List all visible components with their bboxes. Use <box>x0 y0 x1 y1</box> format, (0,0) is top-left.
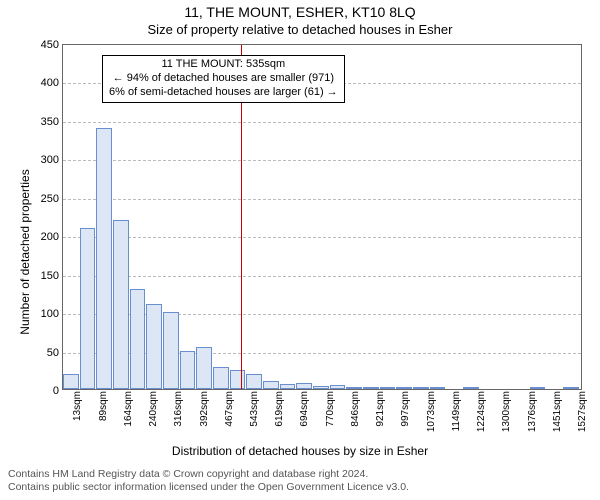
y-tick-label: 50 <box>23 347 63 359</box>
x-tick-label: 316sqm <box>173 391 184 451</box>
plot-area: 05010015020025030035040045013sqm89sqm164… <box>62 44 582 390</box>
x-tick-label: 240sqm <box>148 391 159 451</box>
histogram-bar <box>130 289 146 389</box>
y-tick-label: 0 <box>23 385 63 397</box>
chart-footer: Contains HM Land Registry data © Crown c… <box>8 468 592 493</box>
y-tick-label: 250 <box>23 193 63 205</box>
histogram-bar <box>213 367 229 389</box>
y-tick-label: 350 <box>23 116 63 128</box>
x-tick-label: 1149sqm <box>451 391 462 451</box>
histogram-bar <box>413 387 429 389</box>
x-tick-label: 392sqm <box>199 391 210 451</box>
histogram-bar <box>180 351 196 389</box>
y-tick-label: 400 <box>23 77 63 89</box>
histogram-bar <box>113 220 129 389</box>
histogram-bar <box>246 374 262 389</box>
histogram-bar <box>163 312 179 389</box>
annotation-box: 11 THE MOUNT: 535sqm← 94% of detached ho… <box>102 55 345 102</box>
annotation-line-3: 6% of semi-detached houses are larger (6… <box>109 86 338 100</box>
histogram-bar <box>146 304 162 389</box>
gridline <box>63 237 581 238</box>
histogram-bar <box>380 387 396 389</box>
x-tick-label: 543sqm <box>249 391 260 451</box>
chart-title: 11, THE MOUNT, ESHER, KT10 8LQ <box>0 4 600 20</box>
annotation-line-1: 11 THE MOUNT: 535sqm <box>109 58 338 72</box>
histogram-bar <box>63 374 79 389</box>
x-tick-label: 13sqm <box>72 391 83 451</box>
x-tick-label: 1300sqm <box>501 391 512 451</box>
histogram-bar <box>330 385 346 389</box>
x-tick-label: 1451sqm <box>552 391 563 451</box>
histogram-bar <box>430 387 446 389</box>
footer-line-2: Contains public sector information licen… <box>8 481 592 494</box>
histogram-bar <box>463 387 479 389</box>
histogram-chart: 11, THE MOUNT, ESHER, KT10 8LQ Size of p… <box>0 0 600 500</box>
chart-subtitle: Size of property relative to detached ho… <box>0 22 600 37</box>
histogram-bar <box>263 381 279 389</box>
y-tick-label: 450 <box>23 39 63 51</box>
gridline <box>63 122 581 123</box>
y-tick-label: 150 <box>23 270 63 282</box>
histogram-bar <box>80 228 96 389</box>
histogram-bar <box>346 387 362 389</box>
histogram-bar <box>280 384 296 389</box>
gridline <box>63 199 581 200</box>
y-tick-label: 300 <box>23 154 63 166</box>
x-tick-label: 1073sqm <box>426 391 437 451</box>
x-tick-label: 1224sqm <box>476 391 487 451</box>
gridline <box>63 160 581 161</box>
histogram-bar <box>396 387 412 389</box>
x-tick-label: 164sqm <box>123 391 134 451</box>
x-tick-label: 89sqm <box>98 391 109 451</box>
x-tick-label: 1527sqm <box>577 391 588 451</box>
x-tick-label: 694sqm <box>299 391 310 451</box>
histogram-bar <box>563 387 579 389</box>
x-tick-label: 619sqm <box>274 391 285 451</box>
histogram-bar <box>296 383 312 389</box>
y-tick-label: 200 <box>23 231 63 243</box>
footer-line-1: Contains HM Land Registry data © Crown c… <box>8 468 592 481</box>
histogram-bar <box>230 370 246 389</box>
histogram-bar <box>96 128 112 389</box>
x-tick-label: 921sqm <box>375 391 386 451</box>
histogram-bar <box>313 386 329 389</box>
x-tick-label: 467sqm <box>224 391 235 451</box>
gridline <box>63 276 581 277</box>
annotation-line-2: ← 94% of detached houses are smaller (97… <box>109 72 338 86</box>
histogram-bar <box>196 347 212 389</box>
histogram-bar <box>363 387 379 389</box>
x-tick-label: 846sqm <box>350 391 361 451</box>
x-tick-label: 997sqm <box>400 391 411 451</box>
histogram-bar <box>530 387 546 389</box>
x-tick-label: 1376sqm <box>527 391 538 451</box>
y-axis-label: Number of detached properties <box>18 132 32 372</box>
y-tick-label: 100 <box>23 308 63 320</box>
x-tick-label: 770sqm <box>325 391 336 451</box>
